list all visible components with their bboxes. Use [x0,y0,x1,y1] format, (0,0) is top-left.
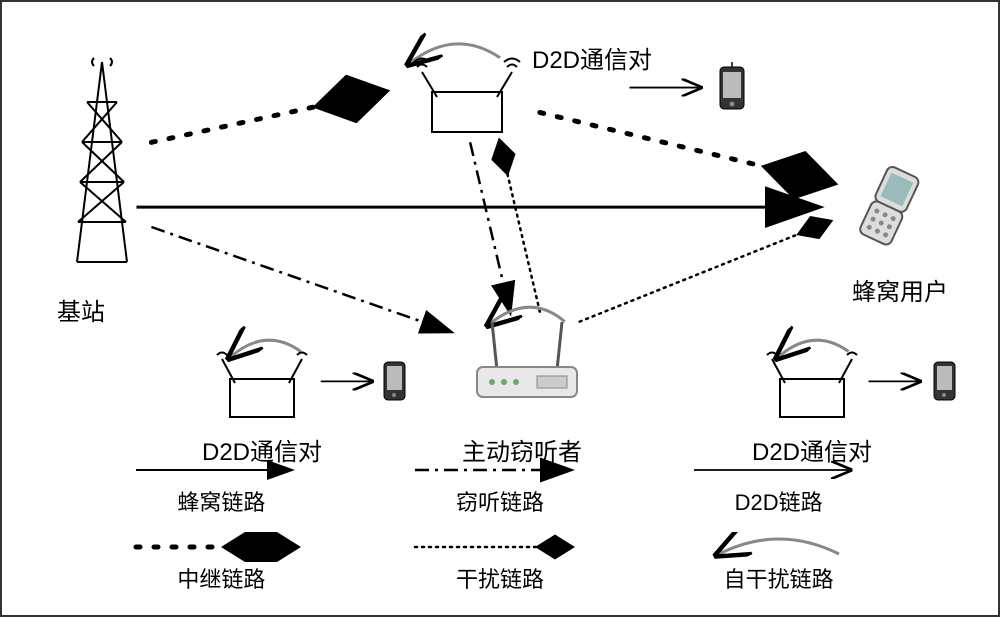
phone-br [927,357,962,407]
d2d-device-icon [752,347,872,422]
cellular-sample [131,455,311,485]
d2d-device-icon [202,347,322,422]
d2d-top-label: D2D通信对 [532,40,652,75]
link-eavesdrop-2 [470,142,510,311]
flip-phone-icon [847,162,937,252]
link-interference-2 [500,142,540,311]
legend-d2d: D2D链路 [639,455,918,517]
base-station-node [52,52,152,272]
cellular-user-label: 蜂窝用户 [852,272,948,307]
d2d-device-icon [402,57,532,137]
legend-d2d-label: D2D链路 [735,485,823,517]
legend-interference-label: 干扰链路 [456,562,544,594]
legend-cellular-label: 蜂窝链路 [177,485,265,517]
interference-sample [410,532,590,562]
legend-relay-label: 中继链路 [177,562,265,594]
base-station-label: 基站 [57,292,105,327]
phone-icon [377,357,412,407]
legend-self: 自干扰链路 [639,532,918,594]
legend-relay: 中继链路 [82,532,361,594]
d2d-bl-node [202,347,322,422]
link-relay-2 [540,112,829,182]
phone-bl [377,357,412,407]
relay-sample [131,532,311,562]
legend-self-label: 自干扰链路 [724,562,834,594]
legend-eavesdrop-label: 窃听链路 [456,485,544,517]
link-relay-1 [151,93,380,143]
diagram-canvas: 基站 D2D通信对 [12,12,988,442]
self-sample [689,532,869,562]
eavesdropper-node [462,312,592,412]
legend: 蜂窝链路 窃听链路 D2D链路 中继链路 干扰链路 自干扰链路 [62,455,938,595]
link-interference-1 [580,222,829,322]
d2d-br-node [752,347,872,422]
router-icon [462,312,592,412]
phone-icon [927,357,962,407]
legend-row-1: 蜂窝链路 窃听链路 D2D链路 [62,455,938,517]
d2d-sample [689,455,869,485]
legend-interference: 干扰链路 [361,532,640,594]
eavesdrop-sample [410,455,590,485]
cellular-user-node [847,162,937,252]
legend-eavesdrop: 窃听链路 [361,455,640,517]
legend-cellular: 蜂窝链路 [82,455,361,517]
link-eavesdrop-1 [151,227,450,332]
phone-top [712,62,752,117]
tower-icon [52,52,152,272]
phone-icon [712,62,752,117]
d2d-top-node [402,57,532,137]
legend-row-2: 中继链路 干扰链路 自干扰链路 [62,532,938,594]
